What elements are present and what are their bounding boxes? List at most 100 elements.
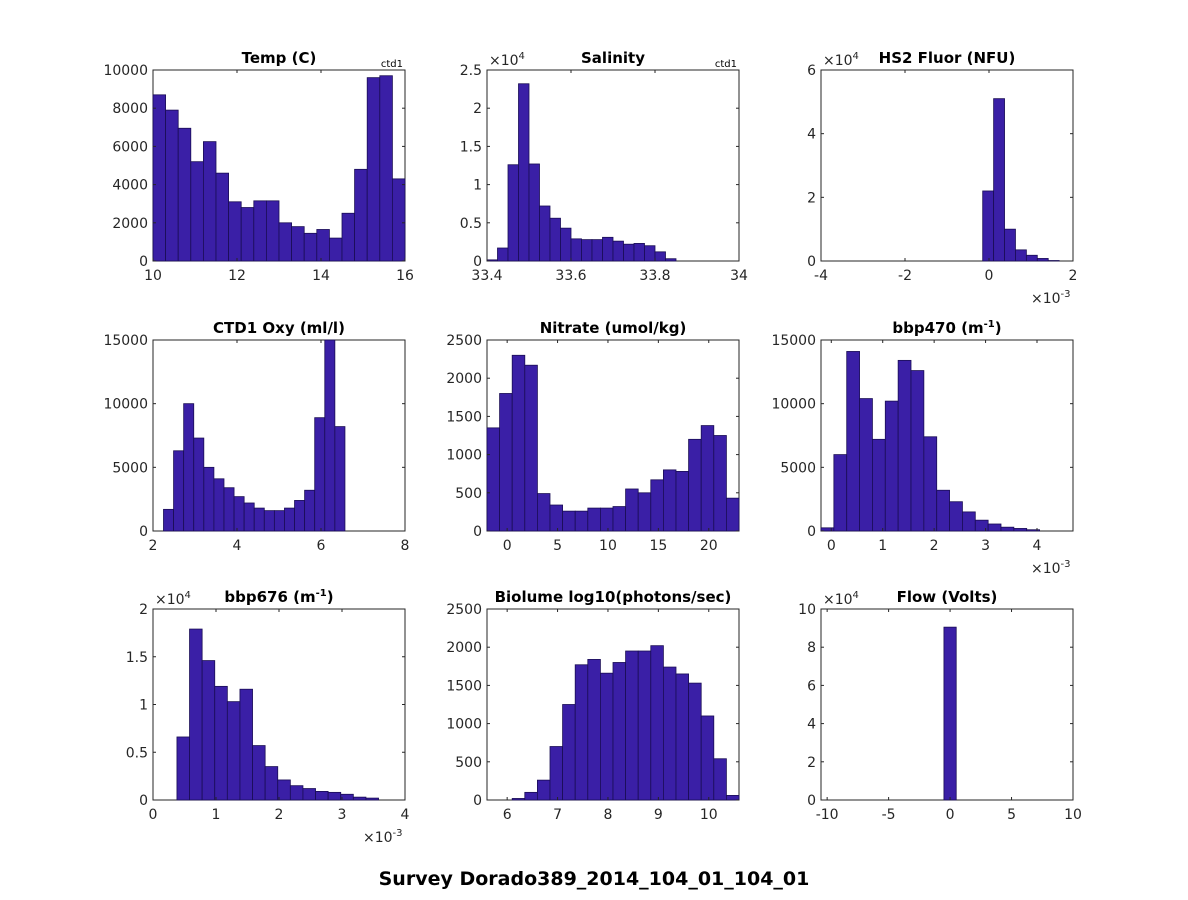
y-tick-label: 15000 [103,333,148,349]
histogram-bar [265,200,280,262]
y-tick-label: 6 [807,678,816,694]
histogram-bar [700,715,715,801]
panel-title-text: Salinity [581,49,645,67]
histogram-bar [316,229,330,262]
histogram-bar [993,98,1005,262]
histogram-bar [675,673,690,801]
histogram-bar [1025,254,1038,262]
panel-title: Flow (Volts) [897,588,998,606]
histogram-bar [304,489,316,532]
histogram-bar [203,466,215,532]
histogram-bar [625,488,639,532]
x-tick-label: 9 [654,807,663,823]
histogram-bar [163,508,174,532]
panel-title: HS2 Fluor (NFU) [879,49,1016,67]
histogram-bar [884,400,899,532]
x-tick-label: 5 [553,538,562,554]
histogram-bar [340,793,354,801]
y-exponent-power: 4 [519,51,525,62]
histogram-bar [644,245,656,262]
x-tick-label: -5 [882,807,896,823]
histogram-bar [612,506,627,532]
corner-label: ctd1 [715,59,737,70]
panel-title-superscript: -1 [984,319,995,330]
histogram-bar [183,403,195,532]
x-tick-label: 2 [149,538,158,554]
histogram-bar [354,168,368,262]
y-tick-label: 4 [807,717,816,733]
panel-title-text: Temp (C) [242,49,317,67]
x-tick-label: 10 [700,807,718,823]
histogram-bar [612,240,624,262]
x-tick-label: 0 [827,538,836,554]
histogram-bar [562,510,576,532]
panel-title-end: ) [995,319,1002,337]
histogram-bar [675,471,690,532]
histogram-bar [549,217,561,262]
panel-title: Salinity [581,49,645,67]
histogram-panel-9: -10 -5 0 5 10 0 2 4 6 8 10 Flow (Volts) ×104 [798,588,1082,823]
histogram-bar [539,205,551,262]
x-exponent-label: ×10-3 [1031,289,1071,307]
histogram-bar [623,243,635,262]
histogram-bar [193,437,205,532]
histogram-bar [923,436,938,532]
histogram-panel-7: 0 1 2 3 4 0 0.5 1 1.5 2 bbp676 (m-1) ×104 ×10-3 [126,588,410,846]
histogram-bar [560,227,572,262]
y-tick-label: 0.5 [460,216,482,232]
histogram-bar [949,501,963,532]
histogram-bar [1015,249,1027,262]
histogram-panel-4: 2 4 6 8 0 5000 10000 15000 CTD1 Oxy (ml/l) [103,319,409,554]
histogram-bar [625,650,639,801]
histogram-bar [165,109,179,262]
x-tick-label: 20 [700,538,718,554]
histogram-bar [511,354,526,532]
histogram-panel-5: 0 5 10 15 20 0 500 1000 1500 2000 2500 Nitrate (umo… [446,319,740,554]
histogram-bar [872,438,886,532]
y-tick-label: 2000 [446,371,482,387]
panel-title: Temp (C) [242,49,317,67]
panel-title: bbp676 (m-1) [224,588,333,606]
histogram-bar [327,791,342,801]
histogram-bar [549,504,564,532]
histogram-bar [574,510,589,532]
x-exponent-power: -3 [393,828,403,839]
x-tick-label: 1 [878,538,887,554]
y-tick-label: 2 [473,101,482,117]
histogram-bar [524,791,538,801]
histogram-bar [176,736,190,801]
histogram-bar [277,779,291,801]
histogram-bar [833,454,848,532]
x-exponent-label: ×10-3 [363,828,403,846]
y-tick-label: 1 [473,178,482,194]
histogram-bar [633,243,645,262]
y-exponent-label: ×104 [489,51,525,69]
histogram-bar [1004,228,1016,262]
y-exponent-label: ×104 [823,590,859,608]
histogram-bar [499,393,513,532]
histogram-bar [215,172,230,262]
y-tick-label: 15000 [771,333,816,349]
histogram-bar [537,493,551,532]
x-tick-label: 4 [1033,538,1042,554]
histogram-bar [910,370,925,532]
y-tick-label: 4 [807,127,816,143]
histogram-bar [379,75,393,262]
histogram-bar [294,500,306,532]
y-tick-label: 500 [455,486,482,502]
histogram-bar [324,339,336,532]
y-tick-label: 10000 [103,397,148,413]
y-exponent-power: 4 [185,590,191,601]
histogram-bar [1013,528,1028,532]
histogram-bar [637,492,652,532]
x-tick-label: 2 [1069,268,1078,284]
x-tick-label: 4 [233,538,242,554]
histogram-bar [252,745,266,801]
histogram-bar [240,207,255,262]
panel-title: CTD1 Oxy (ml/l) [213,319,345,337]
x-tick-label: 12 [228,268,246,284]
histogram-bar [303,232,318,262]
histogram-bar [341,212,356,262]
y-tick-label: 0.5 [126,745,148,761]
y-tick-label: 2000 [112,216,148,232]
